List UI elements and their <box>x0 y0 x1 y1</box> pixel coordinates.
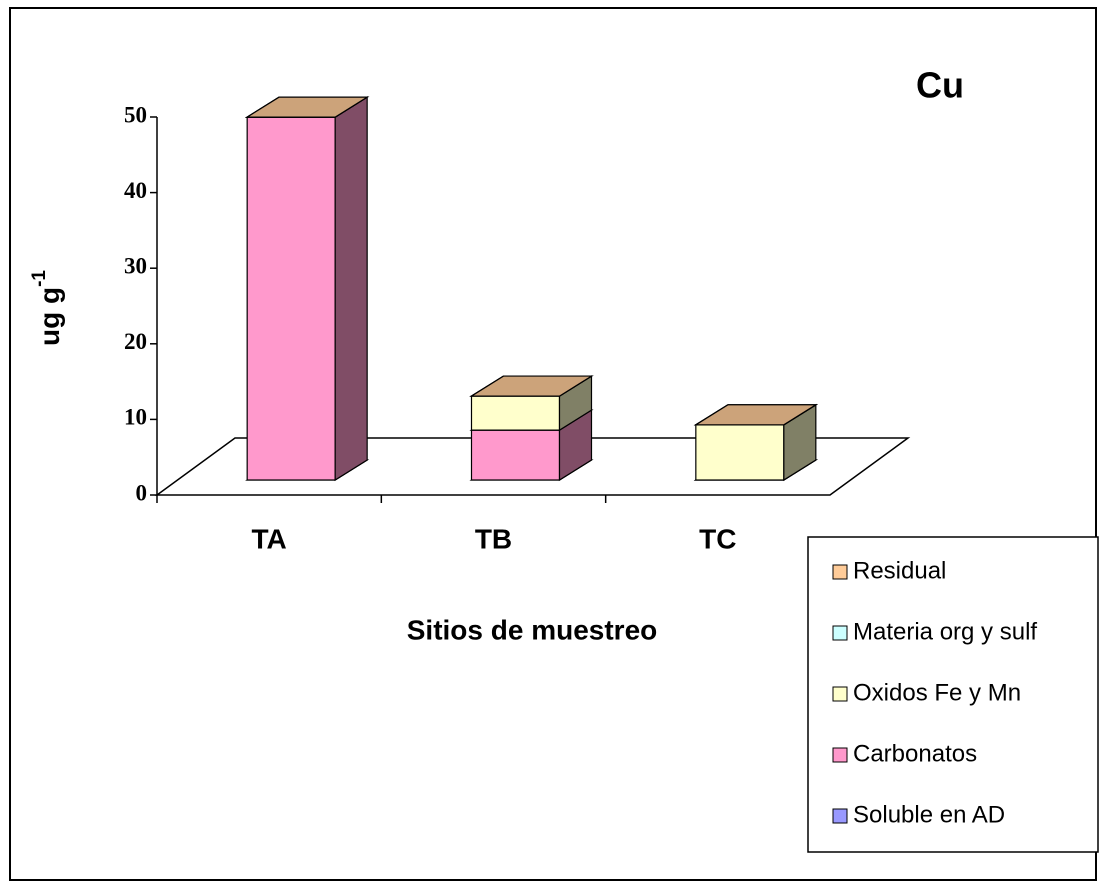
legend-label: Oxidos Fe y Mn <box>853 679 1021 706</box>
y-axis-label: ug g-1 <box>29 270 65 346</box>
bar-segment <box>245 96 370 482</box>
legend-label: Materia org y sulf <box>853 618 1037 645</box>
y-axis-label-main: ug g <box>34 287 65 346</box>
legend-swatch <box>832 686 848 702</box>
bar-front <box>246 116 336 481</box>
bar-front <box>470 395 561 431</box>
legend <box>807 536 1099 853</box>
x-tick-label: TC <box>699 523 736 554</box>
bar-top <box>693 404 818 426</box>
x-axis-label: Sitios de muestreo <box>407 614 658 645</box>
bar-side <box>334 96 368 482</box>
legend-label: Carbonatos <box>853 740 977 767</box>
legend-label: Soluble en AD <box>853 801 1005 828</box>
bar-top <box>245 96 370 118</box>
legend-label: Residual <box>853 557 946 584</box>
y-tick-label: 0 <box>136 480 148 505</box>
x-tick-label: TB <box>475 523 512 554</box>
bar-front <box>695 424 785 481</box>
y-tick-label: 10 <box>124 405 147 430</box>
y-axis-label-sup: -1 <box>29 270 50 287</box>
bar-front <box>470 429 561 481</box>
legend-swatch <box>832 747 848 763</box>
legend-swatch <box>832 808 848 824</box>
legend-swatch <box>832 625 848 641</box>
bar-segment <box>693 404 818 426</box>
chart-title: Cu <box>916 65 964 106</box>
x-tick-label: TA <box>252 523 287 554</box>
y-tick-label: 50 <box>124 102 147 127</box>
y-tick-label: 30 <box>124 253 147 278</box>
y-tick-label: 40 <box>124 178 147 203</box>
legend-swatch <box>832 564 848 580</box>
bar-segment <box>245 96 370 118</box>
y-tick-label: 20 <box>124 329 147 354</box>
bar-segment <box>469 375 594 397</box>
bar-top <box>469 375 594 397</box>
